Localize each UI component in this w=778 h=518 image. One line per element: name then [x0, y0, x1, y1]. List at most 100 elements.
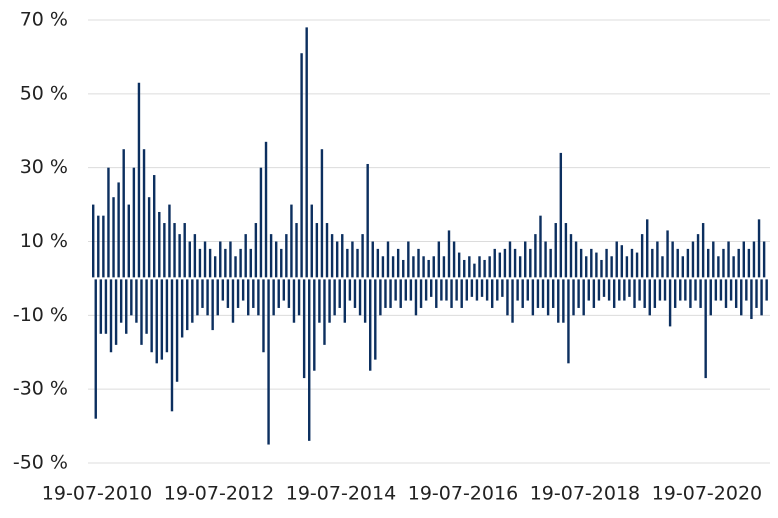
bar: [696, 234, 700, 279]
bar: [455, 278, 458, 301]
bar: [572, 278, 575, 316]
bar: [318, 278, 321, 323]
x-tick-label: 19-07-2010: [42, 483, 152, 505]
bar: [147, 197, 151, 279]
bar: [117, 182, 120, 279]
bar: [734, 278, 738, 308]
bar: [409, 278, 413, 301]
bar: [585, 256, 588, 279]
bar: [234, 256, 237, 279]
bar: [541, 278, 545, 308]
bar: [112, 197, 115, 279]
y-tick-label: 50 %: [20, 82, 68, 104]
bar: [249, 248, 252, 279]
bar: [684, 278, 687, 301]
bar: [188, 241, 191, 279]
bar: [239, 248, 242, 279]
bar: [417, 248, 420, 279]
bar: [386, 241, 390, 279]
bar: [140, 278, 143, 345]
bar: [338, 278, 341, 308]
y-tick-label: -10 %: [13, 304, 68, 326]
bar: [158, 211, 161, 279]
bar: [114, 278, 118, 345]
bar: [516, 278, 519, 301]
bar: [592, 278, 596, 308]
bar: [437, 241, 441, 279]
bar: [643, 278, 646, 308]
bar: [602, 278, 606, 297]
bar: [633, 278, 636, 308]
bar: [534, 234, 537, 279]
bar: [404, 278, 408, 301]
bar: [193, 234, 197, 279]
bar: [165, 278, 169, 353]
y-tick-label: -50 %: [13, 452, 68, 474]
bar: [371, 241, 374, 279]
bar: [219, 241, 222, 279]
bar: [229, 241, 232, 279]
bar: [323, 278, 326, 345]
x-tick-label: 19-07-2020: [652, 483, 762, 505]
bar: [694, 278, 697, 301]
bar: [501, 278, 504, 297]
bar: [142, 149, 146, 279]
bar: [638, 278, 641, 301]
bar: [361, 234, 364, 279]
bar: [402, 259, 405, 279]
bar: [259, 167, 263, 279]
x-tick-label: 19-07-2014: [286, 483, 396, 505]
bar: [628, 278, 631, 297]
bar: [379, 278, 382, 316]
bar: [430, 278, 433, 297]
bar: [663, 278, 667, 301]
bar: [277, 278, 280, 308]
bar: [521, 278, 524, 308]
bar: [160, 278, 164, 360]
bar: [651, 248, 654, 279]
bar: [557, 278, 560, 323]
bar: [356, 248, 359, 279]
bar: [272, 278, 275, 316]
bar: [709, 278, 712, 316]
bar: [551, 278, 555, 308]
bar: [483, 259, 486, 279]
bar: [104, 278, 108, 334]
bar: [635, 252, 639, 279]
bar: [211, 278, 214, 331]
bar: [513, 248, 517, 279]
bar: [201, 278, 204, 308]
bar: [280, 248, 283, 279]
bar: [432, 256, 435, 279]
bar: [752, 241, 756, 279]
bar: [206, 278, 209, 316]
bar: [607, 278, 611, 301]
bar: [526, 278, 529, 301]
bar: [579, 248, 583, 279]
bar: [582, 278, 585, 316]
bar: [757, 219, 761, 279]
bar: [452, 241, 456, 279]
bar: [539, 215, 542, 279]
bar: [213, 256, 217, 279]
bar: [252, 278, 255, 308]
bar: [480, 278, 484, 297]
bar: [630, 248, 634, 279]
bar: [737, 248, 740, 279]
bar: [264, 141, 268, 279]
bar: [295, 223, 298, 279]
bar: [699, 278, 702, 308]
bar: [742, 241, 746, 279]
bar: [274, 241, 278, 279]
bar: [463, 259, 466, 279]
bar: [122, 149, 125, 279]
bar: [503, 248, 507, 279]
bar: [465, 278, 468, 301]
bar: [740, 278, 743, 316]
bar: [97, 215, 100, 279]
bar: [707, 248, 710, 279]
bar: [224, 248, 227, 279]
bar: [732, 256, 735, 279]
bar: [137, 82, 141, 279]
